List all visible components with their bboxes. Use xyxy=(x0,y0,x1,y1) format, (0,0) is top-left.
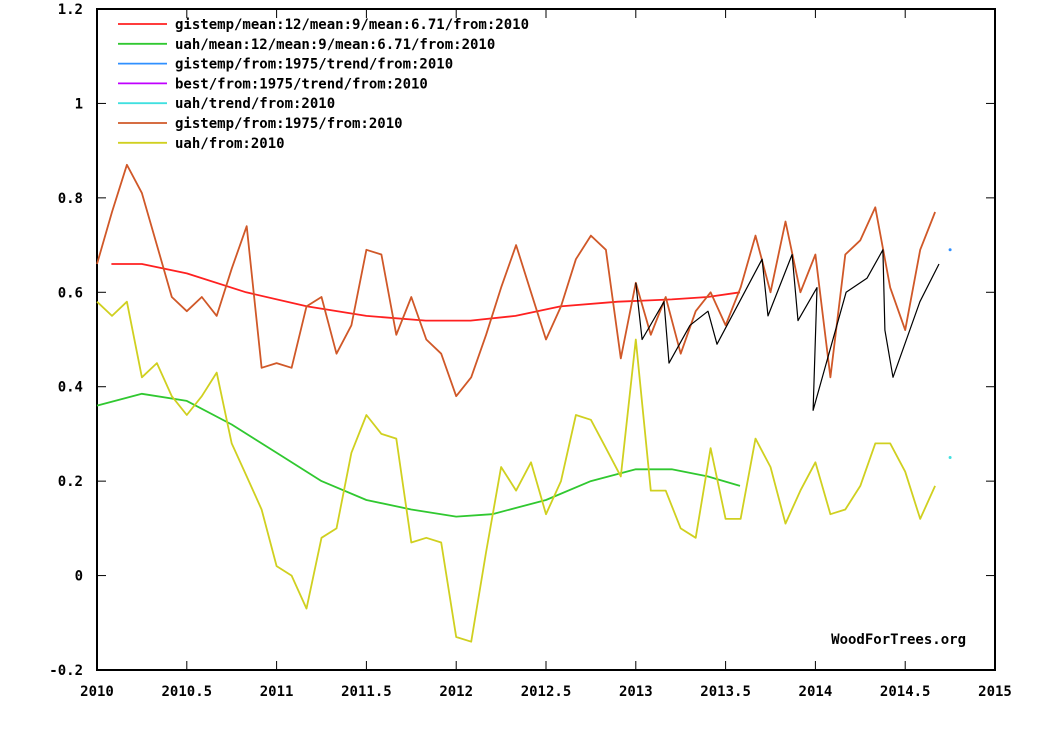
series-line xyxy=(96,163,936,398)
y-tick-label: 0.2 xyxy=(58,474,83,490)
x-tick-label: 2013.5 xyxy=(700,684,751,700)
series-5 xyxy=(96,163,936,398)
legend-label: uah/from:2010 xyxy=(175,136,285,152)
y-tick-label: -0.2 xyxy=(49,663,83,679)
y-tick-label: 0.6 xyxy=(58,285,83,301)
legend-label: gistemp/from:1975/trend/from:2010 xyxy=(175,57,453,73)
y-tick-label: 0.4 xyxy=(58,380,83,396)
series-1 xyxy=(96,392,741,518)
y-tick-label: 1 xyxy=(75,96,83,112)
series-line xyxy=(111,263,741,322)
series-line xyxy=(635,249,940,411)
data-point xyxy=(948,456,952,460)
x-tick-label: 2011.5 xyxy=(341,684,392,700)
x-tick-label: 2011 xyxy=(260,684,294,700)
x-tick-label: 2013 xyxy=(619,684,653,700)
x-tick-label: 2015 xyxy=(978,684,1012,700)
x-tick-label: 2012 xyxy=(439,684,473,700)
series-layer xyxy=(96,163,952,643)
y-tick-label: 0 xyxy=(75,569,83,585)
x-tick-label: 2010.5 xyxy=(162,684,213,700)
series-6 xyxy=(96,300,936,643)
legend-label: gistemp/mean:12/mean:9/mean:6.71/from:20… xyxy=(175,17,529,33)
y-tick-label: 1.2 xyxy=(58,2,83,18)
axis-ticks: -0.2 0 0.2 0.4 0.6 0.8 1 1.2 2010 2010.5 2011 2011.… xyxy=(49,2,1012,700)
data-point xyxy=(948,248,952,252)
series-4 xyxy=(948,456,952,460)
legend-label: uah/trend/from:2010 xyxy=(175,96,335,112)
series-0 xyxy=(111,263,741,322)
x-tick-label: 2014 xyxy=(799,684,833,700)
credit-label: WoodForTrees.org xyxy=(831,632,966,648)
y-tick-label: 0.8 xyxy=(58,191,83,207)
legend-label: uah/mean:12/mean:9/mean:6.71/from:2010 xyxy=(175,37,495,53)
legend-label: gistemp/from:1975/from:2010 xyxy=(175,116,403,132)
series-line xyxy=(96,392,741,518)
legend: gistemp/mean:12/mean:9/mean:6.71/from:20… xyxy=(118,17,529,152)
series-line xyxy=(96,300,936,643)
legend-label: best/from:1975/trend/from:2010 xyxy=(175,76,428,92)
series-2 xyxy=(948,248,952,252)
x-tick-label: 2010 xyxy=(80,684,114,700)
x-tick-label: 2014.5 xyxy=(880,684,931,700)
series-7 xyxy=(635,249,940,411)
x-tick-label: 2012.5 xyxy=(521,684,572,700)
